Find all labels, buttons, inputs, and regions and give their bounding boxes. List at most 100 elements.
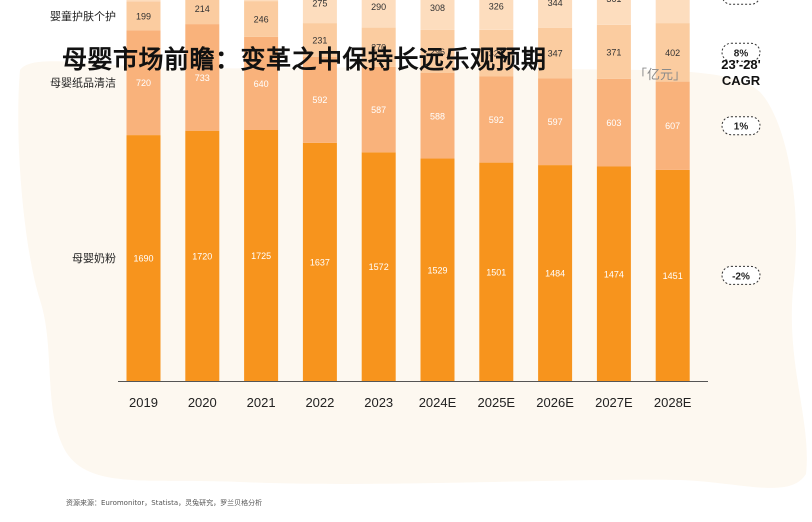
bar-segment <box>420 73 455 159</box>
segment-value-label: 597 <box>548 117 563 127</box>
bar-stack-2025E: 1501592321326255703065 <box>479 0 514 381</box>
cagr-pill <box>722 0 760 5</box>
cagr-pill <box>721 116 761 136</box>
segment-value-label: 290 <box>371 2 386 12</box>
bar-stack-2021: 1725640246269208663154 <box>244 0 279 381</box>
segment-value-label: 296 <box>430 47 445 57</box>
bar-segment <box>479 29 514 77</box>
segment-value-label: 1529 <box>427 265 447 275</box>
bar-segment <box>185 24 220 131</box>
x-tick-label: 2021 <box>247 395 276 410</box>
source-note: 资源来源：Euromonitor，Statista，灵兔研究，罗兰贝格分析 <box>66 499 263 507</box>
bar-segment <box>655 169 690 381</box>
bar-segment <box>302 23 337 57</box>
bar-stack-2022: 1637592231275214673017 <box>302 0 337 381</box>
segment-value-label: 1572 <box>369 262 389 272</box>
segment-value-label: 588 <box>430 111 445 121</box>
x-tick-label: 2024E <box>419 395 457 410</box>
cagr-value: 1% <box>734 122 749 133</box>
bar-segment <box>420 0 455 30</box>
segment-value-label: 361 <box>606 0 621 4</box>
segment-value-label: 199 <box>136 11 151 21</box>
x-tick-label: 2026E <box>536 395 574 410</box>
legend-label: 母婴纸品清洁 <box>50 77 116 90</box>
segment-value-label: 603 <box>606 118 621 128</box>
x-tick-label: 2020 <box>188 395 217 410</box>
bar-segment <box>244 1 279 37</box>
bar-segment <box>361 152 396 381</box>
bar-segment <box>479 76 514 163</box>
bar-segment <box>420 29 455 73</box>
cagr-value: 8% <box>734 48 749 59</box>
x-tick-label: 2028E <box>654 395 692 410</box>
segment-value-label: 231 <box>312 35 327 45</box>
bar-segment <box>655 23 690 82</box>
cagr-header-label: CAGR <box>721 73 761 88</box>
x-tick-label: 2027E <box>595 395 633 410</box>
bar-segment <box>596 24 631 79</box>
segment-value-label: 1451 <box>663 271 683 281</box>
segment-value-label: 607 <box>665 121 680 131</box>
bar-segment <box>538 165 573 381</box>
x-tick-label: 2025E <box>478 395 516 410</box>
x-tick-label: 2019 <box>129 395 158 410</box>
segment-value-label: 720 <box>136 78 151 88</box>
segment-value-label: 640 <box>254 79 269 89</box>
bar-segment <box>126 135 161 381</box>
segment-value-label: 1501 <box>486 267 506 277</box>
bar-segment <box>244 36 279 130</box>
bar-segment <box>361 27 396 67</box>
segment-value-label: 382 <box>665 0 680 1</box>
bar-segment <box>420 158 455 381</box>
bar-segment <box>185 130 220 381</box>
segment-value-label: 214 <box>195 4 210 14</box>
segment-value-label: 1720 <box>192 251 212 261</box>
segment-value-label: 592 <box>489 115 504 125</box>
cagr-value: 6% <box>734 0 749 2</box>
bar-segment <box>126 30 161 136</box>
segment-value-label: 371 <box>606 47 621 57</box>
bar-segment <box>479 162 514 381</box>
legend-label: 母婴奶粉 <box>72 251 116 265</box>
segment-value-label: 308 <box>430 3 445 13</box>
x-axis: 2019 2020 2021 2022 2023 2024E 2025E 2026E 2027E… <box>118 381 708 410</box>
bar-segment <box>538 27 573 79</box>
bars-group: 1690720199222201613093172073321424719164… <box>126 0 690 381</box>
bar-stack-2019: 1690720199222201613093 <box>126 0 161 381</box>
unit-label: 「亿元」 <box>634 68 687 83</box>
segment-value-label: 402 <box>665 48 680 58</box>
cagr-value: -2% <box>732 271 750 282</box>
bar-segment <box>126 0 161 2</box>
bar-stack-2024E: 1529588296308242693032 <box>420 0 455 381</box>
bar-segment <box>655 81 690 170</box>
segment-value-label: 347 <box>548 49 563 59</box>
segment-value-label: 587 <box>371 105 386 115</box>
bar-segment <box>244 0 279 2</box>
legend: 母婴奶粉母婴纸品清洁婴童护肤个护母婴辅零食母婴出行哺乳喂养工具 <box>50 9 116 265</box>
bar-stack-2020: 1720733214247191643169 <box>185 0 220 381</box>
bar-stack-2028E: 1451607402382294743210 <box>655 0 690 381</box>
legend-label: 婴童护肤个护 <box>50 9 116 23</box>
bar-segment <box>596 0 631 25</box>
cagr-header: 23'-28' CAGR <box>706 57 776 89</box>
cagr-pill <box>721 265 761 285</box>
cagr-pill-3: 6% <box>722 0 760 5</box>
bar-segment <box>302 0 337 24</box>
cagr-pill <box>721 42 761 62</box>
bar-segment <box>361 0 396 28</box>
bar-segment <box>538 78 573 166</box>
bar-segment <box>244 130 279 381</box>
bar-segment <box>479 0 514 30</box>
x-tick-label: 2022 <box>305 395 334 410</box>
bar-segment <box>655 0 690 24</box>
bar-segment <box>596 166 631 381</box>
x-tick-label: 2023 <box>364 395 393 410</box>
segment-value-label: 1690 <box>133 254 153 264</box>
segment-value-label: 321 <box>489 49 504 59</box>
bar-stack-2023: 1572587270290228673014 <box>361 0 396 381</box>
bar-segment <box>302 142 337 381</box>
bar-segment <box>538 0 573 28</box>
bar-segment <box>126 1 161 31</box>
cagr-header-period: 23'-28' <box>721 57 761 72</box>
